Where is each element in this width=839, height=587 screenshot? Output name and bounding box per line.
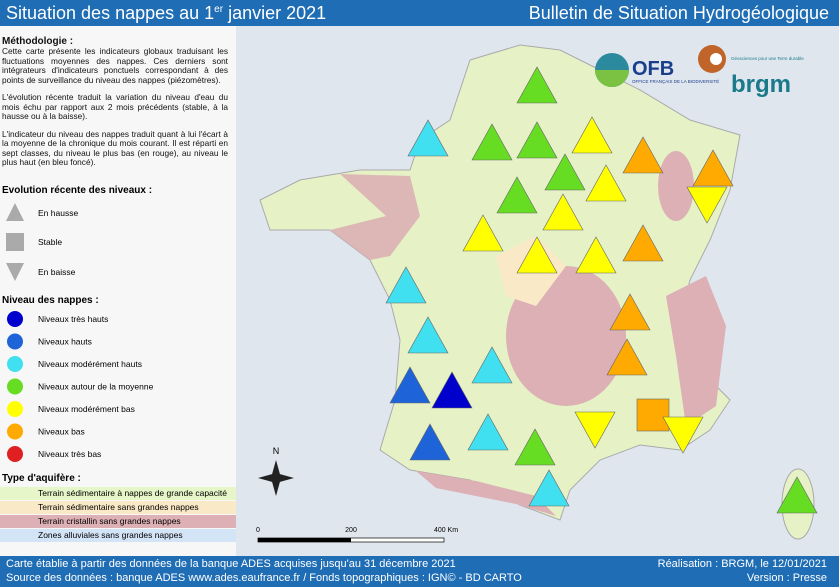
level-swatch (7, 333, 23, 350)
vosges (658, 151, 694, 221)
legend-item: Niveaux modérément bas (38, 404, 135, 414)
rising-marker (409, 423, 451, 461)
methodology-heading: Méthodologie : (2, 36, 74, 47)
trend-down-icon (6, 263, 24, 281)
legend-item: En hausse (38, 208, 78, 218)
falling-marker (662, 416, 704, 454)
legend-item: Niveaux autour de la moyenne (38, 382, 154, 392)
bulletin-title: Bulletin de Situation Hydrogéologique (528, 3, 829, 23)
level-swatch (7, 378, 23, 395)
legend-item: Niveaux hauts (38, 337, 92, 347)
legend-heading: Niveau des nappes : (2, 295, 99, 306)
level-legend: Niveaux très hauts Niveaux hauts Niveaux m… (7, 311, 154, 462)
level-swatch (7, 423, 23, 440)
scale-label: 0 (256, 527, 260, 534)
rising-marker (528, 469, 570, 507)
rising-marker (776, 476, 818, 514)
legend: Evolution récente des niveaux : En hauss… (0, 185, 236, 542)
aquifer-swatch (0, 529, 236, 542)
title: Situation des nappes au 1er janvier 2021 (6, 3, 326, 24)
aquifer-swatch (0, 515, 236, 528)
legend-item: Terrain sédimentaire sans grandes nappes (38, 502, 199, 512)
title-prefix: Situation des nappes au 1 (6, 3, 215, 23)
legend-item: Terrain cristallin sans grandes nappes (38, 516, 181, 526)
rising-marker (385, 266, 427, 304)
rising-marker (462, 214, 504, 252)
rising-marker (516, 236, 558, 274)
legend-heading: Type d'aquifère : (2, 473, 81, 484)
rising-marker (389, 366, 431, 404)
footer-version: Version : Presse (746, 572, 827, 584)
north-arrow: N (258, 446, 294, 496)
rising-marker (431, 371, 473, 409)
rising-marker (622, 136, 664, 174)
paragraph: L'évolution récente traduit la variation… (2, 92, 228, 122)
scale-bar: 0 200 400 Km (256, 527, 458, 543)
title-suffix: janvier 2021 (228, 3, 327, 23)
rising-marker (544, 153, 586, 191)
legend-heading: Evolution récente des niveaux : (2, 185, 152, 196)
ofb-logo: OFB (632, 58, 674, 80)
footer-line: Source des données : banque ADES www.ade… (6, 572, 522, 584)
level-swatch (7, 401, 23, 417)
brgm-logo: brgm (731, 71, 791, 98)
alpes (666, 276, 726, 426)
pyrenees (416, 471, 556, 516)
legend-item: Niveaux très hauts (38, 314, 108, 324)
rising-marker (471, 346, 513, 384)
rising-marker (407, 316, 449, 354)
legend-item: Zones alluviales sans grandes nappes (38, 530, 183, 540)
footer-credit: Réalisation : BRGM, le 12/01/2021 (657, 558, 827, 570)
aquifer-swatch (0, 501, 236, 514)
rising-marker (516, 121, 558, 159)
trend-up-icon (6, 203, 24, 221)
north-label: N (273, 446, 280, 456)
trend-stable-icon (6, 233, 24, 251)
rising-marker (609, 293, 651, 331)
massif-armoricain (330, 174, 420, 260)
header: Situation des nappes au 1er janvier 2021… (0, 0, 839, 26)
legend-item: Niveaux très bas (38, 449, 101, 459)
rising-marker (575, 236, 617, 274)
level-swatch (7, 356, 23, 372)
map: N 0 200 400 Km OFB OFFICE FRANÇAIS DE LA… (236, 26, 839, 556)
ofb-subtitle: OFFICE FRANÇAIS DE LA BIODIVERSITÉ (632, 78, 719, 84)
rising-marker (571, 116, 613, 154)
legend-item: Terrain sédimentaire à nappes de grande … (38, 488, 227, 498)
rising-marker (467, 413, 509, 451)
scale-label: 200 (345, 527, 357, 534)
rising-marker (516, 66, 558, 104)
rising-marker (585, 164, 627, 202)
rising-marker (542, 193, 584, 231)
legend-item: En baisse (38, 267, 76, 277)
level-swatch (7, 446, 23, 462)
rising-marker (514, 428, 556, 466)
legend-item: Niveaux bas (38, 427, 85, 437)
rising-marker (692, 149, 734, 187)
legend-item: Niveaux modérément hauts (38, 359, 142, 369)
legend-item: Stable (38, 237, 62, 247)
rising-marker (606, 338, 648, 376)
footer: Carte établie à partir des données de la… (0, 556, 839, 587)
rising-marker (622, 224, 664, 262)
scale-label: 400 Km (434, 527, 458, 534)
logos: OFB OFFICE FRANÇAIS DE LA BIODIVERSITÉ b… (595, 45, 804, 98)
paragraph: Cette carte présente les indicateurs glo… (2, 46, 228, 85)
falling-marker (574, 411, 616, 449)
methodology: Méthodologie : Cette carte présente les … (2, 36, 228, 176)
rising-marker (496, 176, 538, 214)
footer-line: Carte établie à partir des données de la… (6, 558, 456, 570)
paragraph: L'indicateur du niveau des nappes tradui… (2, 128, 228, 168)
rising-marker (471, 123, 513, 161)
level-swatch (7, 311, 23, 327)
stable-marker (636, 398, 670, 432)
rising-marker (407, 119, 449, 157)
falling-marker (686, 186, 728, 224)
legend-panel: Méthodologie : Cette carte présente les … (0, 26, 236, 556)
brgm-subtitle: Géosciences pour une Terre durable (731, 56, 804, 61)
indicator-markers (385, 66, 818, 514)
aquifer-swatch (0, 487, 236, 500)
title-sup: er (214, 4, 224, 15)
